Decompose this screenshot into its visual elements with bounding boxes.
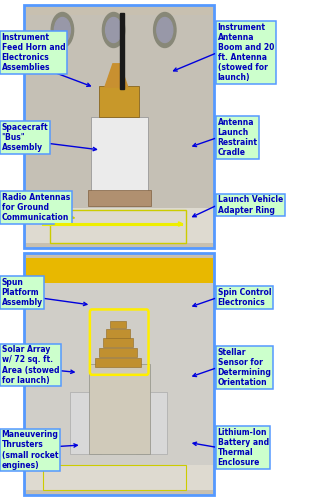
FancyBboxPatch shape xyxy=(110,320,126,328)
FancyBboxPatch shape xyxy=(99,86,139,116)
Circle shape xyxy=(54,18,70,42)
FancyBboxPatch shape xyxy=(88,190,151,206)
Circle shape xyxy=(106,18,122,42)
Text: Solar Array
w/ 72 sq. ft.
Area (stowed
for launch): Solar Array w/ 72 sq. ft. Area (stowed f… xyxy=(2,346,59,385)
FancyBboxPatch shape xyxy=(26,262,213,470)
FancyBboxPatch shape xyxy=(24,5,214,248)
Polygon shape xyxy=(105,64,128,87)
Polygon shape xyxy=(120,12,124,90)
Circle shape xyxy=(102,12,125,48)
Text: Launch Vehicle
Adapter Ring: Launch Vehicle Adapter Ring xyxy=(218,196,283,214)
Text: Antenna
Launch
Restraint
Cradle: Antenna Launch Restraint Cradle xyxy=(218,118,258,157)
Circle shape xyxy=(157,18,173,42)
FancyBboxPatch shape xyxy=(26,15,213,212)
Text: Lithium-Ion
Battery and
Thermal
Enclosure: Lithium-Ion Battery and Thermal Enclosur… xyxy=(218,428,269,467)
FancyBboxPatch shape xyxy=(136,392,167,454)
Text: Stellar
Sensor for
Determining
Orientation: Stellar Sensor for Determining Orientati… xyxy=(218,348,271,387)
Text: Maneuvering
Thrusters
(small rocket
engines): Maneuvering Thrusters (small rocket engi… xyxy=(2,430,59,470)
Text: Spun
Platform
Assembly: Spun Platform Assembly xyxy=(2,278,43,307)
Circle shape xyxy=(51,12,74,48)
FancyBboxPatch shape xyxy=(95,358,141,367)
FancyBboxPatch shape xyxy=(26,208,213,242)
FancyBboxPatch shape xyxy=(24,252,214,495)
Text: Spin Control
Electronics: Spin Control Electronics xyxy=(218,288,271,307)
FancyBboxPatch shape xyxy=(103,338,133,347)
Text: Instrument
Antenna
Boom and 20
ft. Antenna
(stowed for
launch): Instrument Antenna Boom and 20 ft. Anten… xyxy=(218,23,274,82)
FancyBboxPatch shape xyxy=(89,364,150,454)
FancyBboxPatch shape xyxy=(91,116,148,194)
FancyBboxPatch shape xyxy=(26,258,213,282)
FancyBboxPatch shape xyxy=(107,328,130,338)
Text: Instrument
Feed Horn and
Electronics
Assemblies: Instrument Feed Horn and Electronics Ass… xyxy=(2,33,65,72)
FancyBboxPatch shape xyxy=(99,348,137,357)
Text: Spacecraft
"Bus"
Assembly: Spacecraft "Bus" Assembly xyxy=(2,123,48,152)
FancyBboxPatch shape xyxy=(26,465,213,490)
FancyBboxPatch shape xyxy=(70,392,101,454)
Circle shape xyxy=(154,12,176,48)
Text: Radio Antennas
for Ground
Communication: Radio Antennas for Ground Communication xyxy=(2,193,70,222)
